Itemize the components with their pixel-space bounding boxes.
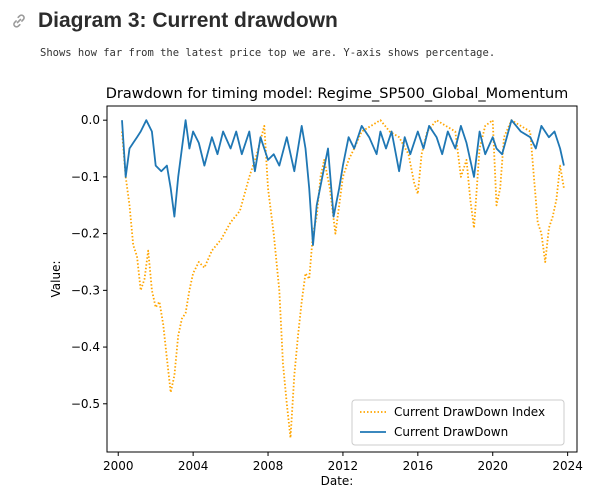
heading-row: Diagram 3: Current drawdown (10, 6, 338, 36)
series-line-drawdown-index (121, 119, 565, 439)
x-tick-label: 2024 (552, 459, 583, 473)
legend-box (351, 399, 565, 446)
y-tick-label: −0.3 (71, 283, 100, 297)
chart-title: Drawdown for timing model: Regime_SP500_… (106, 86, 569, 102)
x-tick-label: 2008 (253, 459, 284, 473)
x-tick-label: 2012 (328, 459, 359, 473)
legend-label: Current DrawDown (394, 425, 508, 439)
y-tick-label: −0.2 (71, 227, 100, 241)
y-tick-label: −0.4 (71, 340, 100, 354)
x-axis-label: Date: (321, 474, 354, 488)
x-tick-label: 2004 (178, 459, 209, 473)
x-tick-label: 2016 (403, 459, 434, 473)
y-tick-label: 0.0 (81, 113, 100, 127)
y-tick-label: −0.1 (71, 170, 100, 184)
chart-description: Shows how far from the latest price top … (40, 47, 496, 59)
legend-label: Current DrawDown Index (394, 405, 545, 419)
x-tick-label: 2000 (103, 459, 134, 473)
page-title: Diagram 3: Current drawdown (38, 9, 338, 32)
plot-frame (106, 105, 578, 453)
y-axis-label: Value: (49, 261, 63, 298)
link-icon[interactable] (10, 12, 28, 30)
y-tick-label: −0.5 (71, 397, 100, 411)
series-line-drawdown (121, 119, 565, 246)
x-tick-label: 2020 (477, 459, 508, 473)
